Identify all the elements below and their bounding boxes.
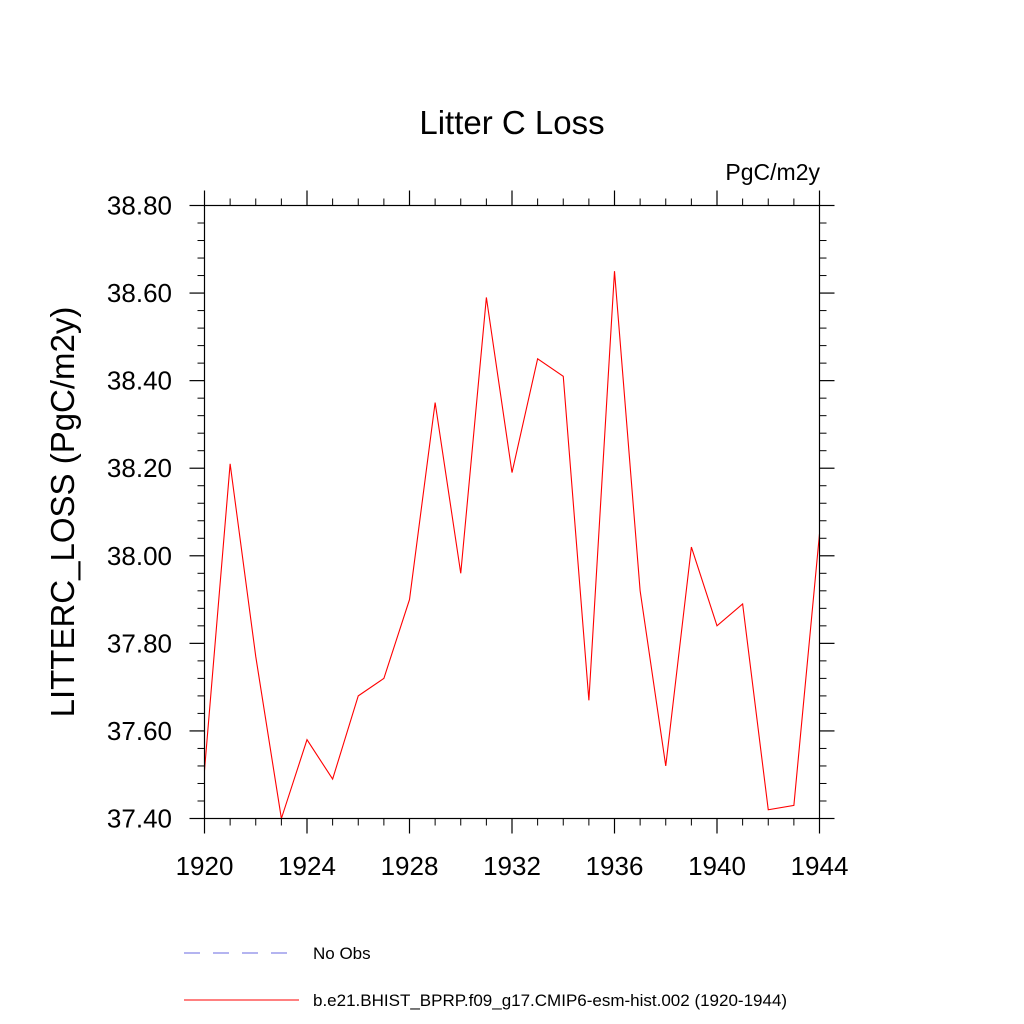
y-tick-label: 38.40 xyxy=(107,366,172,396)
plot-frame xyxy=(203,204,821,820)
units-label: PgC/m2y xyxy=(725,159,820,185)
series-layer xyxy=(203,271,821,819)
y-tick-label: 38.20 xyxy=(107,453,172,483)
y-tick-label: 37.60 xyxy=(107,716,172,746)
x-tick-label: 1944 xyxy=(791,851,849,881)
y-major-ticks xyxy=(189,204,835,820)
x-tick-labels: 1920 1924 1928 1932 1936 1940 1944 xyxy=(176,851,849,881)
chart-title: Litter C Loss xyxy=(419,104,604,141)
x-minor-ticks xyxy=(229,198,795,826)
legend-label-no-obs: No Obs xyxy=(313,944,371,963)
y-tick-label: 38.60 xyxy=(107,278,172,308)
y-tick-label: 37.40 xyxy=(107,804,172,834)
y-tick-labels: 37.40 37.60 37.80 38.00 38.20 38.40 38.60 38.80 xyxy=(107,191,172,834)
y-tick-label: 38.80 xyxy=(107,191,172,221)
x-major-ticks xyxy=(203,190,821,834)
y-tick-label: 38.00 xyxy=(107,541,172,571)
legend: No Obs b.e21.BHIST_BPRP.f09_g17.CMIP6-es… xyxy=(184,944,787,1010)
x-tick-label: 1932 xyxy=(483,851,541,881)
x-tick-label: 1924 xyxy=(278,851,336,881)
x-tick-label: 1920 xyxy=(176,851,234,881)
x-tick-label: 1936 xyxy=(586,851,644,881)
y-tick-label: 37.80 xyxy=(107,628,172,658)
y-axis-label: LITTERC_LOSS (PgC/m2y) xyxy=(44,307,81,718)
y-minor-ticks xyxy=(197,222,827,802)
series-line xyxy=(203,271,821,819)
x-tick-label: 1940 xyxy=(688,851,746,881)
legend-label-model: b.e21.BHIST_BPRP.f09_g17.CMIP6-esm-hist.… xyxy=(313,991,787,1010)
x-tick-label: 1928 xyxy=(381,851,439,881)
